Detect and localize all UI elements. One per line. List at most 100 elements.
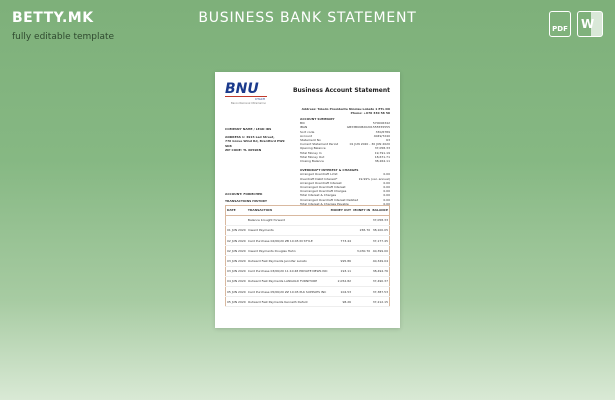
table-cell xyxy=(329,215,353,226)
label: IBAN xyxy=(300,125,308,130)
doc-title: Business Account Statement xyxy=(292,87,390,94)
table-cell: 38,100.05 xyxy=(371,225,390,237)
table-cell: 104.53 xyxy=(329,286,353,298)
table-cell xyxy=(352,276,372,288)
table-cell xyxy=(352,266,372,277)
label: Total Money Out xyxy=(300,154,325,159)
table-cell: 773.44 xyxy=(329,235,353,247)
table-cell: 37,212.15 xyxy=(371,296,390,308)
table-row: 05 JUN 2020 Outward Fast Payments Kenneth… xyxy=(225,296,390,308)
bank-tagline: Banco Nacional Ultramarino xyxy=(231,102,267,105)
table-cell: 37,490.37 xyxy=(371,276,390,288)
summary-row: Total Money In 19,791.19 xyxy=(300,151,390,155)
overdraft-row: Arranged Overdraft Limit 0.00 xyxy=(300,172,390,176)
value: 0.00 xyxy=(383,189,390,194)
table-cell: 38,494.76 xyxy=(371,266,390,277)
table-cell: 3,030.70 xyxy=(352,245,372,257)
table-row: 02 JUN 2020 Inward Payments Douglas Hahn 3… xyxy=(225,245,390,257)
label: Statement No xyxy=(300,138,321,143)
table-cell: 193.11 xyxy=(329,266,353,277)
value: 63 xyxy=(386,138,390,143)
address-line: Address: Toledo Presidente Nicolau Lobat… xyxy=(301,107,390,111)
value: 18,671.71 xyxy=(374,154,390,159)
table-cell: 01 JUN 2020 xyxy=(225,225,247,237)
value: 0.00 xyxy=(383,193,390,198)
column-header: BALANCE xyxy=(371,205,390,216)
overdraft-row: Total Interest & Charges 0.00 xyxy=(300,193,390,197)
summary-row: Sort code 330/6789 xyxy=(300,130,390,134)
label: BIC xyxy=(300,121,306,126)
table-cell: 265.70 xyxy=(352,225,372,237)
brand-logo: BETTY.MK xyxy=(12,10,94,26)
table-row: 03 JUN 2020 Outward Fast Payments Jennife… xyxy=(225,255,390,267)
table-cell: 37,058.33 xyxy=(371,215,390,226)
label: Arranged Overdraft Limit xyxy=(300,172,338,177)
history-title: TRANSACTIONS HISTORY xyxy=(225,199,268,204)
table-cell: 05 JUN 2020 xyxy=(225,296,247,308)
table-cell xyxy=(352,255,372,267)
table-cell: 02 JUN 2020 xyxy=(225,235,247,247)
table-cell xyxy=(225,215,247,226)
table-cell xyxy=(352,215,372,226)
table-cell xyxy=(352,286,372,298)
table-cell: Card Purchase 05/06/20 ZZ 10:45 PLK SUPP… xyxy=(246,286,330,298)
table-row: 04 JUN 2020 Outward Fast Payments LANGOLD… xyxy=(225,276,390,288)
overdraft-title: OVERDRAFT INTEREST & CHARGES xyxy=(300,168,359,173)
label: Closing Balance xyxy=(300,159,324,164)
value: 0.00 xyxy=(383,201,390,206)
label: Sort code xyxy=(300,129,315,134)
word-icon[interactable]: W xyxy=(577,11,603,37)
label: Overdraft Debit Interest* xyxy=(300,176,338,181)
table-cell: Outward Fast Payments Jennifer Lukato xyxy=(246,255,330,267)
summary-row: Statement No 63 xyxy=(300,138,390,142)
customer-line: COMPANY NAME / LEAD IDS xyxy=(225,127,272,131)
table-cell: 995.86 xyxy=(329,255,353,267)
table-cell: 02 JUN 2020 xyxy=(225,245,247,257)
table-row: 03 JUN 2020 Card Purchase 03/06/20 11:10:… xyxy=(225,266,390,277)
bank-logo: BNU xyxy=(225,81,259,97)
page-title: BUSINESS BANK STATEMENT xyxy=(198,10,417,26)
statement-preview: BNU CTACH Banco Nacional Ultramarino Bus… xyxy=(215,72,400,328)
label: Total Interest & Charges Payable xyxy=(300,201,349,206)
label: Account xyxy=(300,133,313,138)
tagline: fully editable template xyxy=(12,32,115,42)
table-row: Balance brought forward 37,058.33 xyxy=(225,215,390,226)
table-cell xyxy=(352,235,372,247)
value: 4049/7240 xyxy=(373,133,390,138)
label: Unarranged Overdraft Interest Debited xyxy=(300,197,359,202)
overdraft-row: Unarranged Overdraft Charges 0.00 xyxy=(300,189,390,193)
value: 0.00 xyxy=(383,197,390,202)
table-cell: Card Purchase 02/06/20 ZB 10:45 IN STYLE xyxy=(246,235,330,247)
label: Opening Balance xyxy=(300,146,326,151)
label: Unarranged Overdraft Interest xyxy=(300,185,346,190)
table-cell: Card Purchase 03/06/20 11:10:48 PRIVATE … xyxy=(246,266,330,277)
label: Arranged Overdraft Interest xyxy=(300,180,342,185)
transactions-table: DATE TRANSACTION MONEY OUT MONEY IN BALANCE … xyxy=(225,205,390,308)
value: 330/6789 xyxy=(375,129,390,134)
customer-line: ZIP CODE: TL 6059KN xyxy=(225,147,262,152)
label: Total Money In xyxy=(300,150,322,155)
table-cell: 03 JUN 2020 xyxy=(225,255,247,267)
logo-underline xyxy=(225,96,267,97)
table-cell: Balance brought forward xyxy=(246,215,330,226)
summary-row: Total Money Out 18,671.71 xyxy=(300,155,390,159)
table-cell: 03 JUN 2020 xyxy=(225,266,247,277)
value: 0.00 xyxy=(383,172,390,177)
column-header: DATE xyxy=(225,205,247,216)
summary-row: Current Statement Period 01 JUN 2020 - 30… xyxy=(300,142,390,146)
summary-row: Closing Balance 38,264.11 xyxy=(300,159,390,163)
value: 38,264.11 xyxy=(374,159,390,164)
summary-row: Account 4049/7240 xyxy=(300,134,390,138)
table-cell: Inward Payments xyxy=(246,225,330,237)
customer-block: COMPANY NAME / LEAD IDS ADDRESS 1: 4915 L… xyxy=(225,127,285,152)
overdraft-row: Unarranged Overdraft Interest Debited 0.0… xyxy=(300,198,390,202)
customer-line: ADDRESS 1: 4915 Lad Street, xyxy=(225,135,275,140)
value: 0.00 xyxy=(383,180,390,185)
pdf-icon[interactable]: PDF xyxy=(549,11,571,37)
bank-address: Address: Toledo Presidente Nicolau Lobat… xyxy=(302,107,390,115)
phone-line: Phone: +670 330 58 50 xyxy=(350,111,390,116)
value: 0.00 xyxy=(383,185,390,190)
value: 19,791.19 xyxy=(374,150,390,155)
table-cell xyxy=(329,245,353,257)
value: 01 JUN 2020 - 30 JUN 2020 xyxy=(349,142,390,147)
